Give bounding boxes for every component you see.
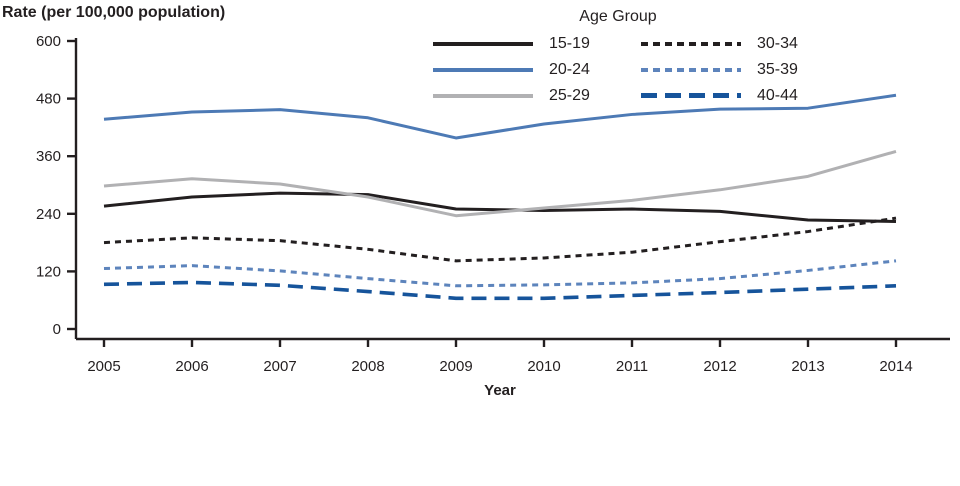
legend-label: 15-19	[549, 34, 590, 52]
y-tick-label: 0	[53, 321, 61, 338]
legend-item: 25-29	[433, 86, 595, 105]
series-line-35-39	[103, 259, 897, 288]
legend-label: 20-24	[549, 60, 590, 78]
legend-column: 15-19 20-24 25-29	[433, 34, 595, 105]
y-tick-label: 360	[36, 148, 61, 165]
y-tick-label: 240	[36, 206, 61, 223]
y-tick-label: 120	[36, 263, 61, 280]
x-tick-label: 2013	[791, 358, 824, 375]
legend-item: 15-19	[433, 34, 595, 53]
legend-swatch-35-39	[641, 67, 741, 72]
series-line-40-44	[103, 280, 897, 301]
x-tick-label: 2012	[703, 358, 736, 375]
legend-label: 25-29	[549, 86, 590, 104]
x-tick-label: 2007	[263, 358, 296, 375]
legend-swatch-30-34	[641, 41, 741, 46]
x-tick-label: 2009	[439, 358, 472, 375]
legend-column: 30-34 35-39 40-44	[641, 34, 803, 105]
legend-item: 35-39	[641, 60, 803, 79]
legend: Age Group 15-19 20-24 25-29 30-34 35-39 40-44	[433, 8, 803, 105]
x-tick-label: 2006	[175, 358, 208, 375]
x-tick-label: 2011	[616, 358, 648, 375]
series-line-20-24	[103, 93, 897, 140]
legend-item: 20-24	[433, 60, 595, 79]
y-tick-label: 480	[36, 91, 61, 108]
legend-item: 30-34	[641, 34, 803, 53]
legend-title: Age Group	[579, 8, 657, 25]
x-tick-label: 2014	[879, 358, 912, 375]
legend-label: 35-39	[757, 60, 798, 78]
y-axis-title: Rate (per 100,000 population)	[2, 4, 226, 21]
legend-swatch-40-44	[641, 93, 741, 98]
x-axis-title: Year	[484, 382, 516, 399]
series-line-30-34	[103, 216, 897, 263]
y-tick-label: 600	[36, 33, 61, 50]
legend-swatch-15-19	[433, 41, 533, 46]
series-line-15-19	[103, 191, 897, 223]
legend-item: 40-44	[641, 86, 803, 105]
legend-label: 40-44	[757, 86, 798, 104]
x-tick-label: 2010	[527, 358, 560, 375]
x-tick-label: 2005	[87, 358, 120, 375]
legend-swatch-25-29	[433, 93, 533, 98]
legend-label: 30-34	[757, 34, 798, 52]
x-tick-label: 2008	[351, 358, 384, 375]
series-line-25-29	[103, 149, 897, 218]
axis-lines	[74, 38, 950, 341]
legend-swatch-20-24	[433, 67, 533, 72]
legend-items: 15-19 20-24 25-29 30-34 35-39 40-44	[433, 34, 803, 105]
